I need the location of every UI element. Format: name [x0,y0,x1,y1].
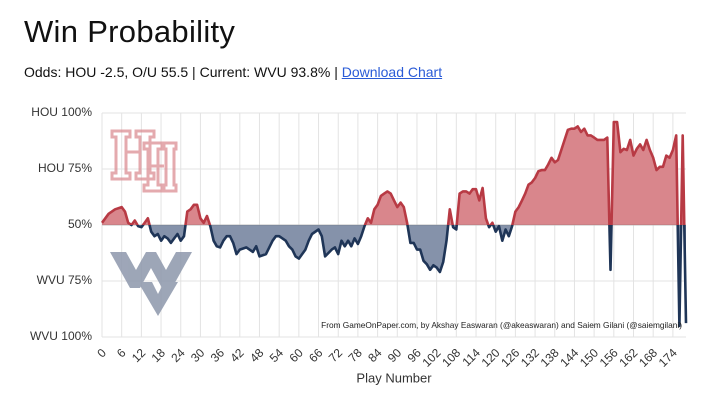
download-link[interactable]: Download Chart [341,64,443,80]
x-tick-label: 6 [114,345,129,360]
x-tick-label: 174 [656,345,680,369]
x-tick-label: 24 [168,345,188,365]
x-tick-label: 90 [385,345,405,365]
x-tick-label: 60 [286,345,306,365]
x-axis-label: Play Number [356,370,432,385]
x-tick-label: 12 [129,345,149,365]
hou-logo [110,129,178,193]
subtitle: Odds: HOU -2.5, O/U 55.5 | Current: WVU … [24,64,338,80]
x-tick-label: 66 [306,345,326,365]
x-tick-label: 54 [267,345,287,365]
x-tick-label: 36 [208,345,228,365]
x-tick-label: 0 [94,345,109,360]
x-tick-label: 30 [188,345,208,365]
area [102,122,686,326]
subtitle-row: Odds: HOU -2.5, O/U 55.5 | Current: WVU … [24,64,442,80]
y-tick-label: HOU 75% [38,161,92,175]
x-tick-label: 84 [365,345,385,365]
wvu-logo [110,252,192,316]
y-tick-label: HOU 100% [31,105,92,119]
chart-title: Win Probability [24,14,236,49]
win-prob-line [100,120,688,328]
credit: From GameOnPaper.com, by Akshay Easwaran… [321,320,682,330]
y-tick-label: 50% [68,217,92,231]
x-tick-label: 78 [346,345,366,365]
x-tick-label: 18 [149,345,169,365]
x-tick-label: 48 [247,345,267,365]
x-tick-label: 114 [460,345,484,369]
y-tick-label: WVU 100% [30,329,92,343]
team-logos [110,129,192,316]
x-tick-label: 72 [326,345,346,365]
x-tick-label: 42 [227,345,247,365]
y-tick-label: WVU 75% [37,273,93,287]
